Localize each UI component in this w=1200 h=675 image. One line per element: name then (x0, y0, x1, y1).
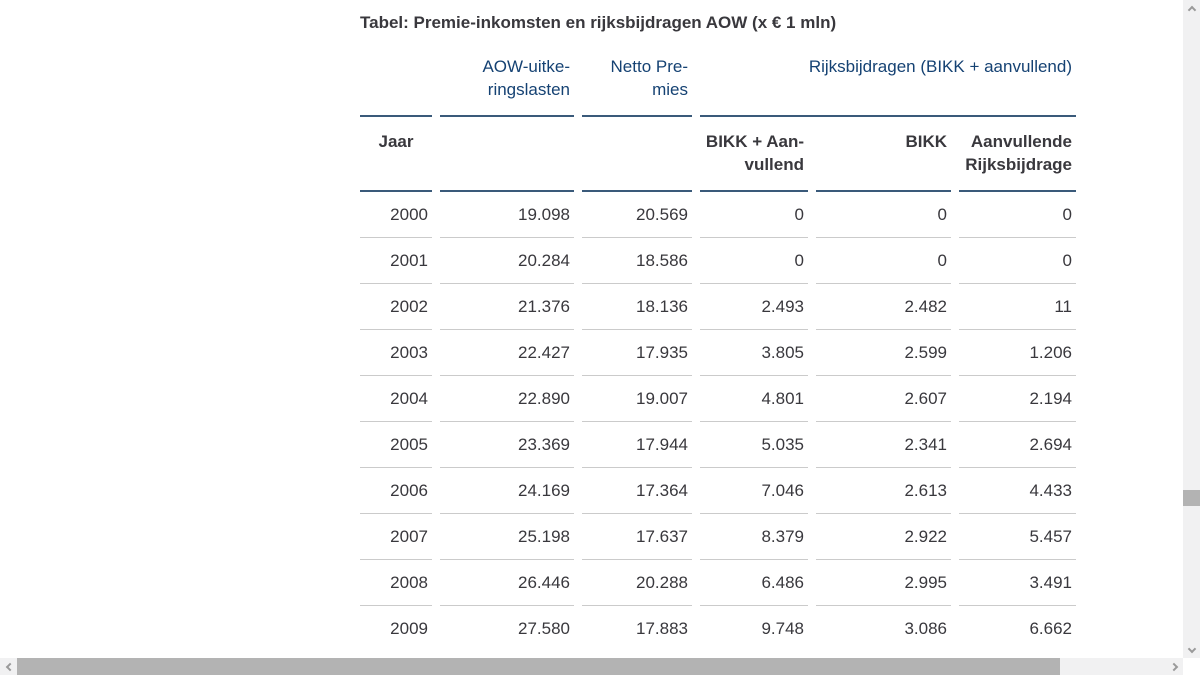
table-row: 2003 22.427 17.935 3.805 2.599 1.206 (360, 330, 1076, 376)
value-cell: 0 (959, 238, 1076, 284)
aow-data-table: AOW-uitke- ringslasten Netto Pre- mies R… (352, 34, 1084, 652)
year-cell: 2002 (360, 284, 432, 330)
value-cell: 5.035 (700, 422, 808, 468)
table-row: 2009 27.580 17.883 9.748 3.086 6.662 (360, 606, 1076, 652)
year-cell: 2001 (360, 238, 432, 284)
header-empty-jaar (360, 34, 432, 117)
header-bikk-aanvullend: BIKK + Aan- vullend (700, 117, 808, 192)
scroll-left-icon[interactable] (0, 658, 17, 675)
value-cell: 23.369 (440, 422, 574, 468)
table-row: 2002 21.376 18.136 2.493 2.482 11 (360, 284, 1076, 330)
chevron-left-icon (5, 662, 14, 671)
value-cell: 17.637 (582, 514, 692, 560)
value-cell: 7.046 (700, 468, 808, 514)
table-row: 2008 26.446 20.288 6.486 2.995 3.491 (360, 560, 1076, 606)
horizontal-scrollbar-thumb[interactable] (17, 658, 1060, 675)
value-cell: 4.801 (700, 376, 808, 422)
table-row: 2007 25.198 17.637 8.379 2.922 5.457 (360, 514, 1076, 560)
value-cell: 2.922 (816, 514, 951, 560)
value-cell: 0 (816, 238, 951, 284)
value-cell: 26.446 (440, 560, 574, 606)
value-cell: 2.607 (816, 376, 951, 422)
header-aow-uitkeringslasten: AOW-uitke- ringslasten (440, 34, 574, 117)
value-cell: 24.169 (440, 468, 574, 514)
value-cell: 17.883 (636, 619, 688, 638)
value-cell: 20.284 (440, 238, 574, 284)
year-cell: 2009 (390, 619, 428, 638)
value-cell: 2.694 (959, 422, 1076, 468)
header-netto-premies: Netto Pre- mies (582, 34, 692, 117)
value-cell: 3.086 (904, 619, 947, 638)
table-row: 2000 19.098 20.569 0 0 0 (360, 192, 1076, 238)
year-cell: 2006 (360, 468, 432, 514)
value-cell: 2.482 (816, 284, 951, 330)
scroll-down-icon[interactable] (1183, 641, 1200, 658)
value-cell: 2.194 (959, 376, 1076, 422)
value-cell: 2.341 (816, 422, 951, 468)
scroll-up-icon[interactable] (1183, 0, 1200, 17)
table-body: 2000 19.098 20.569 0 0 0 2001 20.284 18.586 0 0 0 20… (360, 192, 1076, 652)
value-cell: 20.288 (582, 560, 692, 606)
value-cell: 3.805 (700, 330, 808, 376)
chevron-down-icon (1187, 644, 1196, 653)
year-cell: 2007 (360, 514, 432, 560)
table-row: 2006 24.169 17.364 7.046 2.613 4.433 (360, 468, 1076, 514)
header-jaar: Jaar (360, 117, 432, 192)
value-cell: 8.379 (700, 514, 808, 560)
value-cell: 22.890 (440, 376, 574, 422)
horizontal-scrollbar[interactable] (0, 658, 1183, 675)
value-cell: 2.995 (816, 560, 951, 606)
vertical-scrollbar-thumb[interactable] (1183, 490, 1200, 506)
year-cell: 2000 (360, 192, 432, 238)
value-cell: 5.457 (959, 514, 1076, 560)
scroll-right-icon[interactable] (1166, 658, 1183, 675)
scrollbar-corner (1183, 658, 1200, 675)
table-row: 2004 22.890 19.007 4.801 2.607 2.194 (360, 376, 1076, 422)
value-cell: 0 (700, 192, 808, 238)
table-row: 2005 23.369 17.944 5.035 2.341 2.694 (360, 422, 1076, 468)
value-cell: 19.098 (440, 192, 574, 238)
table-header-row-groups: AOW-uitke- ringslasten Netto Pre- mies R… (360, 34, 1076, 117)
value-cell: 20.569 (582, 192, 692, 238)
value-cell: 2.599 (816, 330, 951, 376)
year-cell: 2008 (360, 560, 432, 606)
vertical-scrollbar[interactable] (1183, 0, 1200, 658)
value-cell: 2.493 (700, 284, 808, 330)
value-cell: 17.364 (582, 468, 692, 514)
value-cell: 2.613 (816, 468, 951, 514)
value-cell: 25.198 (440, 514, 574, 560)
value-cell: 11 (959, 284, 1076, 330)
value-cell: 0 (816, 192, 951, 238)
header-aanvullende-rijksbijdrage: Aanvullende Rijksbijdrage (959, 117, 1076, 192)
value-cell: 17.944 (582, 422, 692, 468)
header-empty-aow (440, 117, 574, 192)
header-bikk: BIKK (816, 117, 951, 192)
value-cell: 0 (700, 238, 808, 284)
value-cell: 18.136 (582, 284, 692, 330)
table-section: Tabel: Premie-inkomsten en rijksbijdrage… (360, 0, 1084, 652)
value-cell: 19.007 (582, 376, 692, 422)
year-cell: 2005 (360, 422, 432, 468)
value-cell: 17.935 (582, 330, 692, 376)
table-row: 2001 20.284 18.586 0 0 0 (360, 238, 1076, 284)
chevron-right-icon (1169, 662, 1178, 671)
value-cell: 22.427 (440, 330, 574, 376)
value-cell: 0 (959, 192, 1076, 238)
value-cell: 9.748 (761, 619, 804, 638)
header-empty-netto (582, 117, 692, 192)
header-rijksbijdragen-group: Rijksbijdragen (BIKK + aanvullend) (700, 34, 1076, 117)
value-cell: 4.433 (959, 468, 1076, 514)
value-cell: 3.491 (959, 560, 1076, 606)
value-cell: 27.580 (518, 619, 570, 638)
year-cell: 2004 (360, 376, 432, 422)
value-cell: 1.206 (959, 330, 1076, 376)
chevron-up-icon (1187, 5, 1196, 14)
value-cell: 21.376 (440, 284, 574, 330)
table-header-row-columns: Jaar BIKK + Aan- vullend BIKK Aanvullend… (360, 117, 1076, 192)
year-cell: 2003 (360, 330, 432, 376)
value-cell: 18.586 (582, 238, 692, 284)
table-title: Tabel: Premie-inkomsten en rijksbijdrage… (360, 13, 837, 32)
value-cell: 6.662 (1029, 619, 1072, 638)
value-cell: 6.486 (700, 560, 808, 606)
